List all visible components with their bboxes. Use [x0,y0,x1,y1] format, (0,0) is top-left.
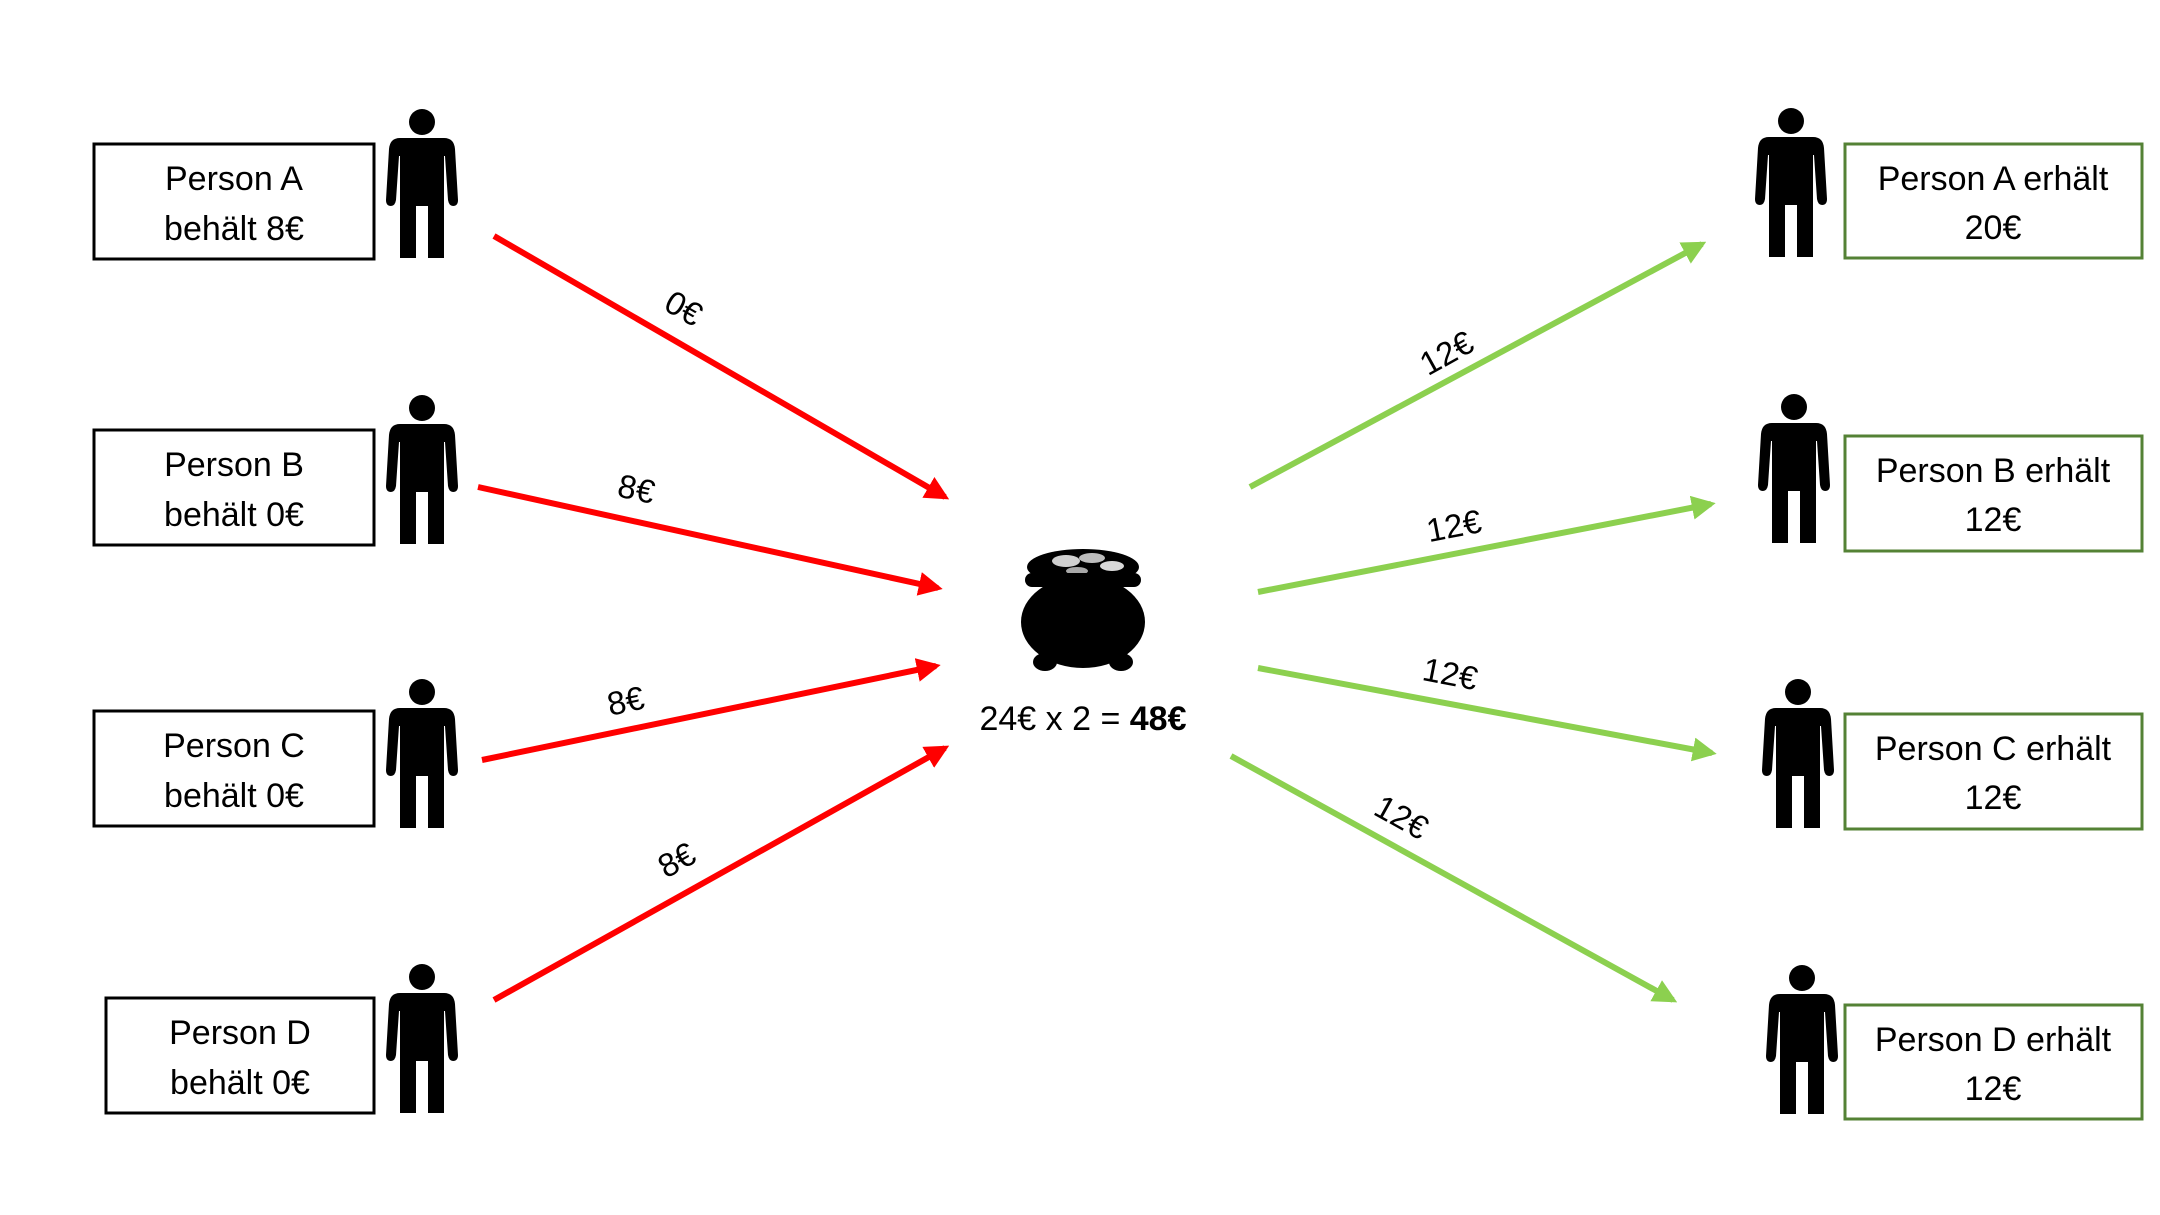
right-box-a-amount: 20€ [1965,209,2022,247]
person-icon [1755,108,1827,257]
payout-arrow-c [1257,665,1717,762]
left-box-c: Person C behält 0€ [92,709,376,828]
right-box-a: Person A erhält 20€ [1843,142,2144,260]
payout-label-c: 12€ [1420,650,1481,697]
right-box-b: Person B erhält 12€ [1843,434,2144,553]
pot-formula-text: 24€ x 2 = [979,700,1129,738]
left-box-b: Person B behält 0€ [92,428,376,547]
left-box-d-keeps: behält 0€ [170,1064,310,1102]
contribution-arrow-d [492,745,950,1003]
right-box-d: Person D erhält 12€ [1843,1003,2144,1121]
left-box-b-name: Person B [164,446,304,484]
payout-arrow-d [1229,753,1678,1003]
right-box-d-amount: 12€ [1965,1070,2022,1108]
right-box-a-name: Person A erhält [1878,160,2109,198]
payout-label-b: 12€ [1423,502,1484,549]
right-box-b-name: Person B erhält [1876,452,2111,490]
person-icon [386,964,458,1113]
person-icon [386,395,458,544]
person-icon [1762,679,1834,828]
right-box-d-name: Person D erhält [1875,1021,2112,1059]
payout-label-a: 12€ [1413,323,1479,382]
contribution-arrow-c [481,658,941,763]
payout-arrow-a [1248,241,1707,490]
right-box-c: Person C erhält 12€ [1843,712,2144,831]
payout-arrow-b [1257,495,1716,595]
pot-total: 48€ [1130,700,1187,738]
contribution-arrow-a [492,233,950,500]
left-box-b-keeps: behält 0€ [164,496,304,534]
left-box-a-name: Person A [165,160,303,198]
right-box-c-amount: 12€ [1965,779,2022,817]
left-box-c-name: Person C [163,727,305,765]
left-box-a: Person A behält 8€ [92,142,376,261]
pot-formula: 24€ x 2 = 48€ [979,700,1186,738]
left-box-a-keeps: behält 8€ [164,210,304,248]
right-box-b-amount: 12€ [1965,501,2022,539]
left-box-d-name: Person D [169,1014,311,1052]
person-icon [386,109,458,258]
contribution-arrow-b [477,484,943,596]
person-icon [1766,965,1838,1114]
pot-of-gold-icon [1021,549,1145,671]
left-box-d: Person D behält 0€ [104,996,376,1115]
contribution-label-b: 8€ [615,467,659,511]
contribution-label-a: 0€ [659,283,709,333]
person-icon [386,679,458,828]
person-icon [1758,394,1830,543]
left-box-c-keeps: behält 0€ [164,777,304,815]
contribution-label-d: 8€ [651,835,701,885]
right-box-c-name: Person C erhält [1875,730,2112,768]
contribution-label-c: 8€ [604,679,648,723]
